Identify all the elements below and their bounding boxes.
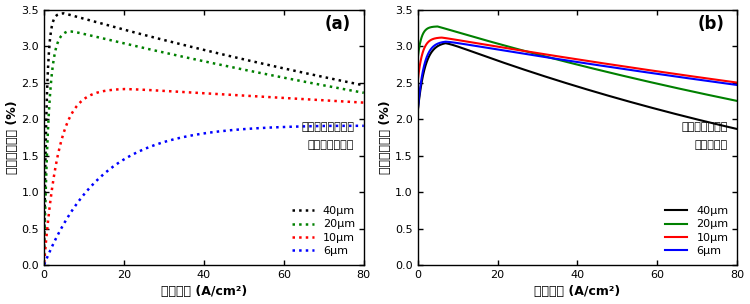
Text: 中性粒子束蚀刻: 中性粒子束蚀刻 [682, 122, 728, 132]
Legend: 40μm, 20μm, 10μm, 6μm: 40μm, 20μm, 10μm, 6μm [288, 203, 358, 260]
Text: 电感耦合等离子体: 电感耦合等离子体 [302, 122, 354, 132]
X-axis label: 电流密度 (A/cm²): 电流密度 (A/cm²) [160, 285, 247, 299]
Text: 样品的尺寸: 样品的尺寸 [694, 140, 728, 150]
Text: (b): (b) [698, 15, 724, 33]
Text: (a): (a) [325, 15, 351, 33]
Legend: 40μm, 20μm, 10μm, 6μm: 40μm, 20μm, 10μm, 6μm [662, 203, 732, 260]
Y-axis label: 外部量子效率 (%): 外部量子效率 (%) [5, 101, 19, 174]
X-axis label: 电流密度 (A/cm²): 电流密度 (A/cm²) [534, 285, 620, 299]
Y-axis label: 外部量子效率 (%): 外部量子效率 (%) [380, 101, 392, 174]
Text: 蚀刻样品的尺寸: 蚀刻样品的尺寸 [308, 140, 354, 150]
